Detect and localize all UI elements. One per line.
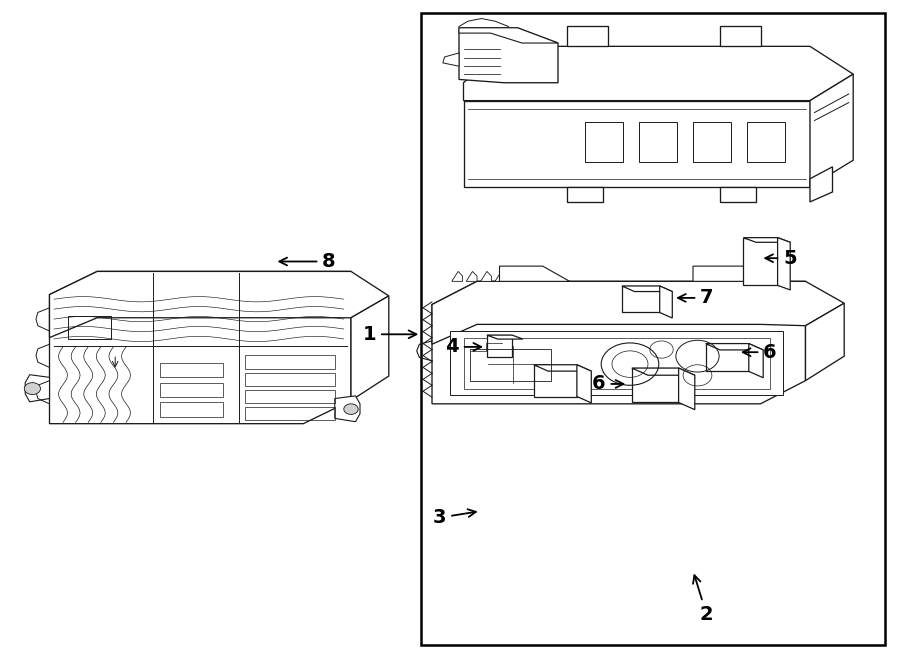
Polygon shape bbox=[743, 238, 778, 285]
Bar bbox=[245, 373, 335, 386]
Polygon shape bbox=[632, 368, 695, 375]
Bar bbox=[245, 407, 335, 420]
Polygon shape bbox=[351, 296, 389, 401]
Polygon shape bbox=[720, 26, 760, 46]
Polygon shape bbox=[660, 286, 672, 318]
Polygon shape bbox=[459, 28, 558, 83]
Text: 5: 5 bbox=[765, 249, 796, 267]
Polygon shape bbox=[464, 101, 810, 187]
Polygon shape bbox=[749, 344, 763, 378]
Bar bbox=[245, 355, 335, 369]
Bar bbox=[421, 13, 885, 645]
Polygon shape bbox=[443, 53, 459, 66]
Polygon shape bbox=[806, 303, 844, 381]
Text: 4: 4 bbox=[446, 338, 482, 356]
Polygon shape bbox=[567, 187, 603, 202]
Bar bbox=[160, 363, 223, 377]
Polygon shape bbox=[432, 281, 844, 344]
Circle shape bbox=[24, 383, 40, 395]
Polygon shape bbox=[464, 338, 770, 389]
Polygon shape bbox=[534, 365, 591, 371]
Polygon shape bbox=[632, 368, 679, 402]
Polygon shape bbox=[481, 271, 491, 281]
Polygon shape bbox=[810, 74, 853, 187]
Polygon shape bbox=[778, 238, 790, 290]
Polygon shape bbox=[693, 266, 770, 281]
Bar bbox=[585, 122, 623, 162]
Text: 7: 7 bbox=[678, 289, 714, 307]
Polygon shape bbox=[622, 286, 660, 312]
Circle shape bbox=[344, 404, 358, 414]
Polygon shape bbox=[622, 286, 672, 291]
Polygon shape bbox=[450, 331, 783, 395]
Polygon shape bbox=[500, 266, 570, 281]
Polygon shape bbox=[495, 271, 506, 281]
Bar bbox=[160, 402, 223, 417]
Polygon shape bbox=[577, 365, 591, 403]
Polygon shape bbox=[720, 187, 756, 202]
Polygon shape bbox=[706, 344, 763, 350]
Text: 6: 6 bbox=[742, 343, 777, 361]
Text: 1: 1 bbox=[363, 325, 417, 344]
Text: 8: 8 bbox=[279, 252, 336, 271]
Polygon shape bbox=[452, 271, 463, 281]
Polygon shape bbox=[743, 238, 790, 242]
Polygon shape bbox=[335, 396, 360, 422]
Bar bbox=[693, 122, 731, 162]
Polygon shape bbox=[567, 26, 608, 46]
Polygon shape bbox=[810, 167, 832, 202]
Polygon shape bbox=[509, 271, 520, 281]
Bar bbox=[68, 316, 111, 339]
Bar bbox=[639, 122, 677, 162]
Polygon shape bbox=[706, 344, 749, 371]
Text: 2: 2 bbox=[693, 575, 714, 624]
Bar bbox=[470, 349, 551, 381]
Polygon shape bbox=[25, 375, 50, 402]
Bar bbox=[160, 383, 223, 397]
Polygon shape bbox=[487, 335, 523, 339]
Polygon shape bbox=[534, 365, 577, 397]
Polygon shape bbox=[432, 281, 806, 404]
Polygon shape bbox=[487, 335, 512, 357]
Polygon shape bbox=[464, 46, 853, 101]
Polygon shape bbox=[466, 271, 477, 281]
Text: 3: 3 bbox=[433, 508, 476, 527]
Polygon shape bbox=[50, 271, 389, 338]
Text: 6: 6 bbox=[592, 375, 624, 393]
Bar bbox=[747, 122, 785, 162]
Polygon shape bbox=[459, 28, 558, 43]
Bar bbox=[245, 390, 335, 403]
Polygon shape bbox=[50, 271, 351, 424]
Polygon shape bbox=[679, 368, 695, 410]
